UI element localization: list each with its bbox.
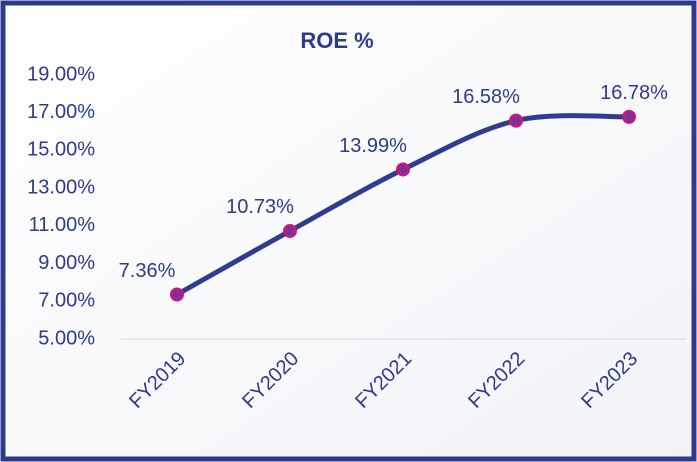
y-tick-label: 5.00% (38, 327, 95, 349)
marker (396, 162, 410, 177)
marker (509, 113, 523, 128)
y-tick-label: 9.00% (38, 252, 95, 274)
y-tick-label: 11.00% (29, 214, 96, 236)
marker (283, 223, 297, 238)
y-tick-label: 15.00% (27, 139, 95, 161)
chart-title: ROE % (300, 28, 373, 53)
y-tick-label: 19.00% (27, 63, 95, 85)
data-label: 13.99% (339, 135, 407, 157)
y-tick-label: 7.00% (38, 290, 95, 312)
y-tick-label: 13.00% (27, 176, 95, 198)
data-label: 7.36% (119, 260, 176, 282)
marker (170, 287, 184, 302)
y-tick-label: 17.00% (27, 101, 95, 123)
data-label: 16.58% (452, 86, 520, 108)
data-label: 16.78% (600, 82, 668, 104)
data-label: 10.73% (226, 196, 294, 218)
marker (622, 109, 636, 124)
